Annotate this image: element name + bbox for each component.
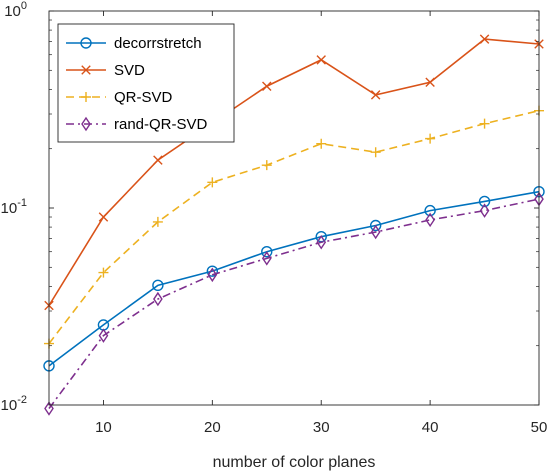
data-point [424,204,436,217]
data-point [316,235,327,250]
data-point [44,401,54,416]
x-tick-label: 20 [204,419,221,436]
data-point [370,224,381,240]
data-point [206,265,219,277]
data-point [98,212,109,222]
legend-entry: decorrstretch [66,35,202,52]
legend-entry: rand-QR-SVD [66,116,208,133]
data-point [316,138,327,149]
data-point [316,55,326,65]
data-point [152,216,163,227]
data-point [153,155,163,165]
axes-layer: 10 20 30 40 50 10-2 10-1 100 [1,0,548,436]
data-point [262,81,272,91]
data-point [261,246,273,258]
x-tick-label: 10 [95,419,112,436]
data-point [369,219,382,232]
legend-label: rand-QR-SVD [114,116,208,133]
x-axis-label: number of color planes [213,454,376,471]
series-line [48,38,540,306]
data-point [479,34,490,44]
data-point [261,160,272,171]
x-tick-label: 50 [531,419,548,436]
y-tick-label: 10-2 [1,394,27,414]
series-layer [43,34,545,416]
legend: decorrstretch SVD QR-SVD rand-QR-SVD [57,23,235,143]
data-point [479,118,490,129]
data-point [425,133,436,144]
data-point [98,267,109,278]
data-point [261,251,272,266]
data-point [80,37,92,49]
data-point [370,90,381,100]
data-point [370,147,381,158]
data-point [81,116,91,132]
legend-entry: QR-SVD [66,89,173,106]
data-point [81,92,91,102]
data-point [98,328,109,343]
legend-entry: SVD [66,62,145,79]
series-line [48,198,540,409]
legend-label: QR-SVD [114,89,173,106]
series-line [48,109,540,345]
data-point [153,291,163,307]
data-point [81,65,91,75]
y-tick-label: 100 [4,0,27,20]
data-point [152,279,164,292]
series-line [48,190,540,367]
legend-label: decorrstretch [114,35,202,52]
data-point [425,77,435,87]
data-point [479,203,490,218]
x-tick-label: 30 [313,419,330,436]
data-point [207,267,218,283]
data-point [478,195,491,208]
legend-label: SVD [114,62,145,79]
x-tick-label: 40 [422,419,439,436]
y-tick-label: 10-1 [1,197,27,217]
data-point [207,177,218,188]
data-point [425,212,435,228]
series-rand-QR-SVD [44,191,544,416]
